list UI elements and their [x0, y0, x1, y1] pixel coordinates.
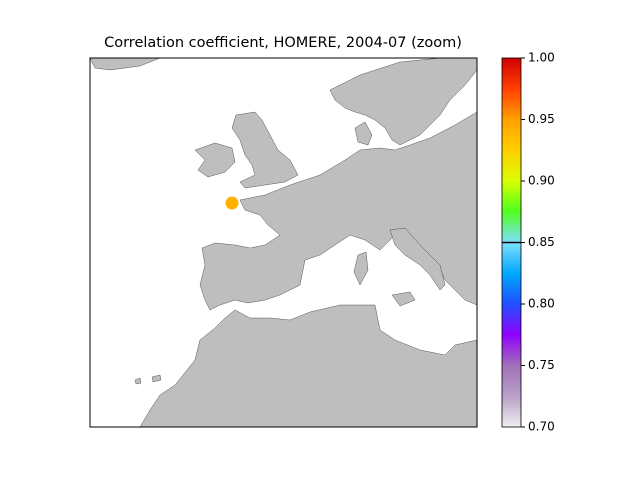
- tick-label: 0.90: [528, 174, 555, 188]
- tick-label: 1.00: [528, 51, 555, 65]
- land: [151, 374, 162, 383]
- tick-label: 0.75: [528, 358, 555, 372]
- land: [354, 121, 373, 146]
- tick-label: 0.95: [528, 112, 555, 126]
- station-point: [225, 196, 239, 210]
- tick-label: 0.70: [528, 420, 555, 434]
- land: [231, 111, 299, 189]
- land: [194, 142, 236, 178]
- land: [134, 377, 142, 385]
- tick-label: 0.80: [528, 297, 555, 311]
- tick-label: 0.85: [528, 235, 555, 249]
- land: [389, 227, 446, 291]
- land: [329, 58, 477, 146]
- map: [90, 58, 477, 427]
- chart-title: Correlation coefficient, HOMERE, 2004-07…: [104, 35, 462, 51]
- land: [391, 291, 416, 307]
- land: [90, 58, 161, 71]
- land: [199, 111, 477, 311]
- land: [353, 251, 369, 286]
- land: [139, 304, 477, 427]
- map-frame: [89, 57, 478, 428]
